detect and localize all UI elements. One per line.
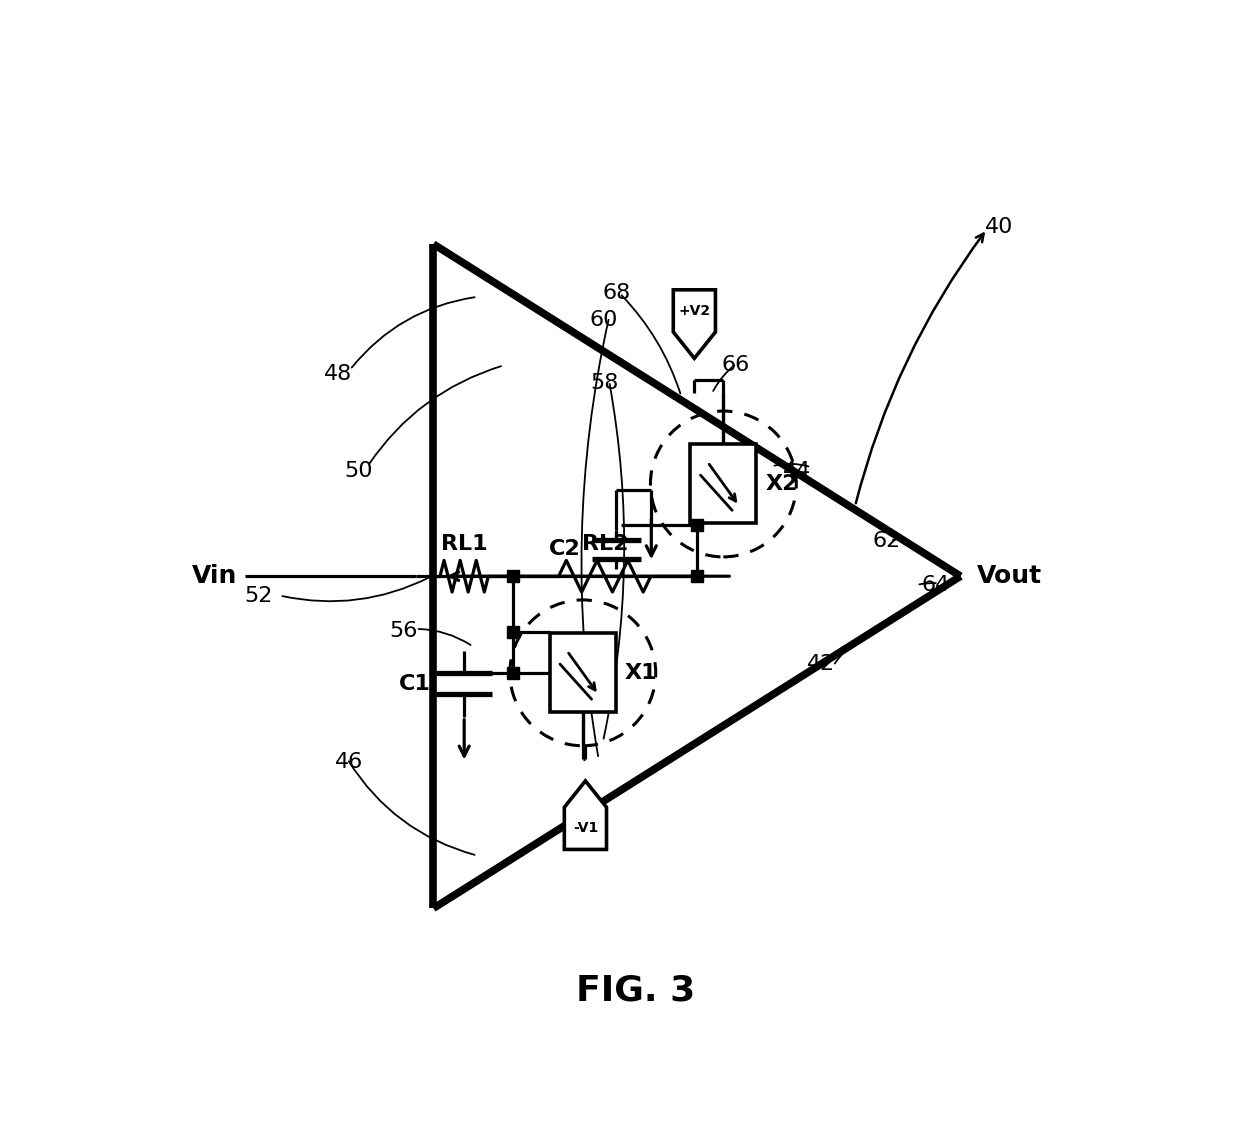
Text: 56: 56 [389,621,418,641]
Text: RL1: RL1 [441,534,487,555]
Text: 58: 58 [590,373,619,393]
Text: 50: 50 [343,461,372,480]
Text: 44: 44 [784,461,811,480]
Text: RL2: RL2 [582,534,627,555]
Text: 52: 52 [244,585,273,606]
Text: 68: 68 [603,283,631,304]
Text: 40: 40 [985,217,1013,236]
Polygon shape [673,290,715,358]
Text: C2: C2 [549,540,582,559]
Text: 46: 46 [335,752,363,772]
Text: X2: X2 [765,474,797,494]
Text: Vin: Vin [192,564,238,589]
Text: -V1: -V1 [573,822,598,835]
Text: 48: 48 [324,364,352,385]
Text: 64: 64 [921,575,950,594]
Text: 42: 42 [807,654,835,674]
Text: 60: 60 [590,309,619,330]
Text: C1: C1 [399,674,430,694]
Bar [549,633,616,712]
Bar [691,445,756,524]
Text: +V2: +V2 [678,304,711,318]
Text: X1: X1 [625,663,657,682]
Text: 66: 66 [722,355,750,375]
Text: FIG. 3: FIG. 3 [575,974,696,1008]
Text: Vout: Vout [976,564,1042,589]
Polygon shape [564,780,606,849]
Text: 62: 62 [873,531,901,551]
